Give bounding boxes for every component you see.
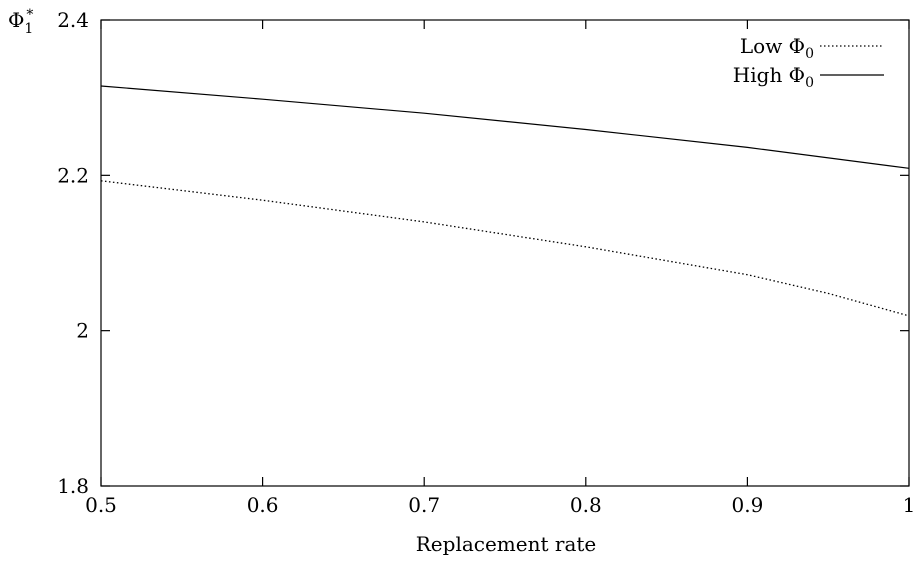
axis-tick-labels: 0.5 0.6 0.7 0.8 0.9 1 1.8 2 2.2 2.4 — [57, 8, 915, 517]
y-axis-title-main: Φ — [8, 8, 24, 32]
legend: Low Φ0 High Φ0 — [733, 34, 884, 91]
axis-ticks — [100, 19, 910, 487]
legend-item-high: High Φ0 — [733, 63, 884, 91]
y-tick-label: 2.2 — [57, 163, 89, 187]
plot-frame — [100, 19, 910, 487]
legend-label-low-sub: 0 — [805, 46, 814, 62]
legend-item-low: Low Φ0 — [740, 34, 884, 62]
legend-label-low: Low Φ0 — [740, 34, 814, 62]
x-tick-label: 1 — [903, 493, 916, 517]
series-line-high — [100, 85, 910, 169]
x-tick-label: 0.8 — [570, 493, 602, 517]
y-axis-title-sub: 1 — [24, 21, 33, 37]
y-axis-title-sup: * — [26, 7, 33, 23]
x-tick-label: 0.9 — [731, 493, 763, 517]
legend-label-high: High Φ0 — [733, 63, 814, 91]
legend-label-low-main: Low Φ — [740, 34, 805, 58]
x-tick-label: 0.5 — [85, 493, 117, 517]
x-axis-title: Replacement rate — [416, 532, 597, 556]
series-lines — [100, 85, 910, 317]
y-tick-label: 2.4 — [57, 8, 89, 32]
legend-label-high-main: High Φ — [733, 63, 805, 87]
y-axis-title: Φ1* — [8, 7, 33, 37]
y-tick-label: 1.8 — [57, 474, 89, 498]
legend-label-high-sub: 0 — [805, 75, 814, 91]
x-tick-label: 0.7 — [408, 493, 440, 517]
y-tick-label: 2 — [76, 319, 89, 343]
series-line-low — [100, 180, 910, 317]
x-tick-label: 0.6 — [247, 493, 279, 517]
